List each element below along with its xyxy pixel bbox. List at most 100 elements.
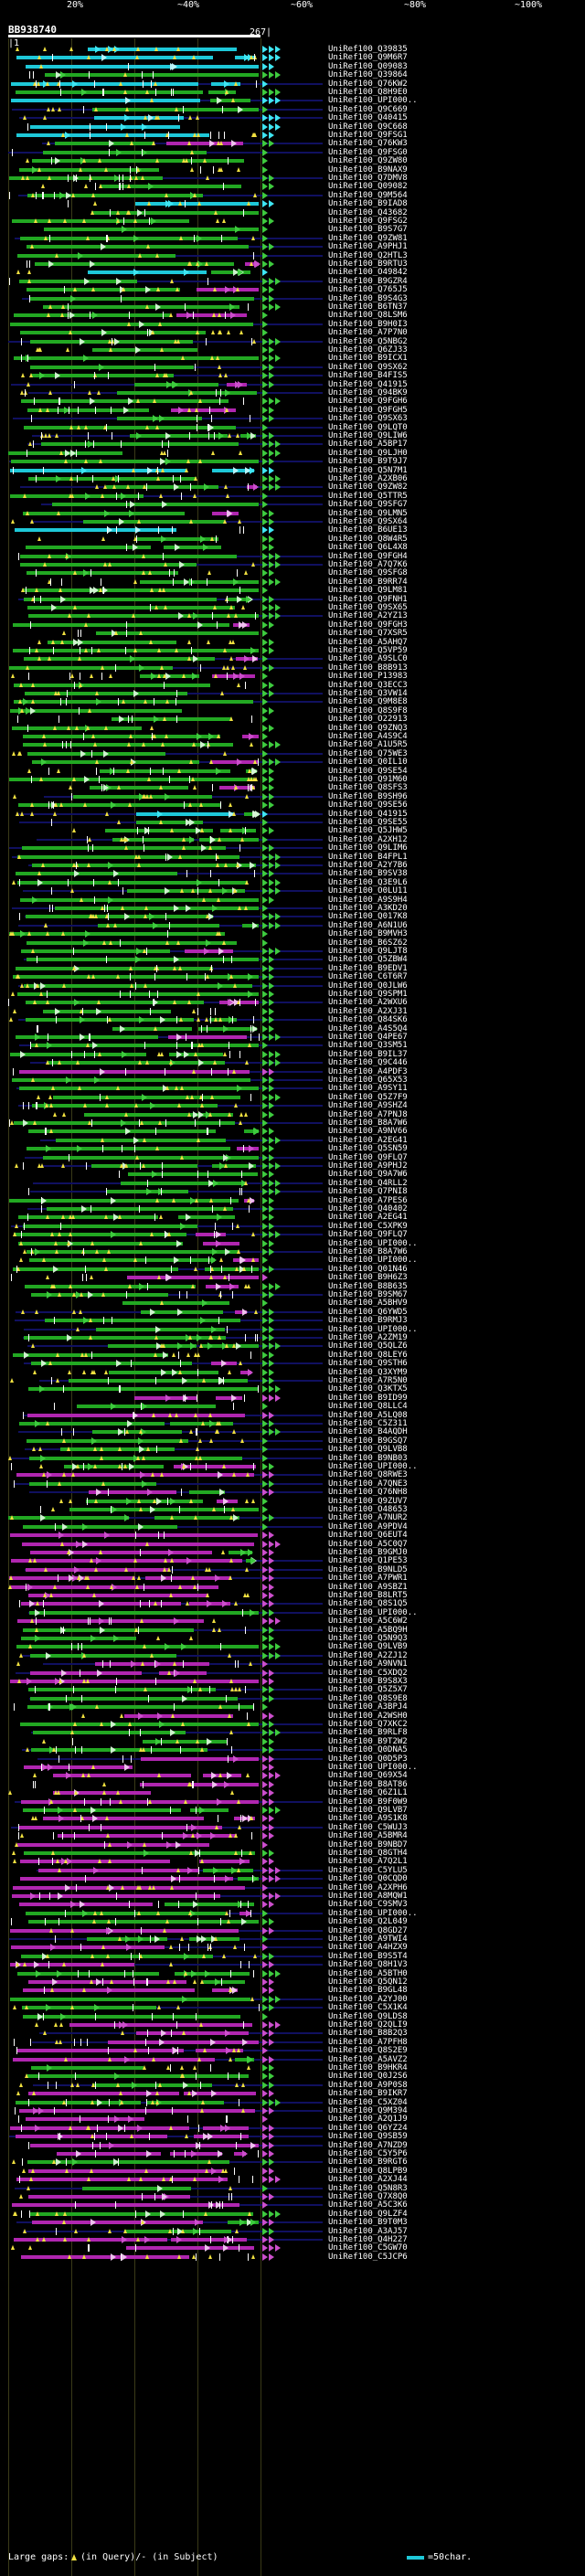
hit-id-label[interactable]: UniRef100_Q9SPM1 bbox=[328, 990, 408, 999]
alignment-row[interactable]: UniRef100_A7PES6 bbox=[0, 1196, 585, 1205]
hsp-segment[interactable] bbox=[139, 579, 259, 584]
hsp-segment[interactable] bbox=[12, 1885, 245, 1890]
alignment-row[interactable]: UniRef100_Q9LJT8 bbox=[0, 947, 585, 956]
hit-id-label[interactable]: UniRef100_UPI000.. bbox=[328, 96, 418, 106]
hit-id-label[interactable]: UniRef100_B9ID99 bbox=[328, 1393, 408, 1403]
alignment-row[interactable]: UniRef100_Q84SK6 bbox=[0, 1015, 585, 1024]
alignment-row[interactable]: UniRef100_Q76NH8 bbox=[0, 1488, 585, 1498]
hsp-segment[interactable] bbox=[42, 1009, 172, 1013]
hit-id-label[interactable]: UniRef100_Q6ZJ33 bbox=[328, 345, 408, 355]
hsp-segment[interactable] bbox=[9, 176, 164, 180]
alignment-row[interactable]: UniRef100_Q8S9F8 bbox=[0, 706, 585, 716]
hsp-segment[interactable] bbox=[178, 1215, 235, 1220]
hsp-segment[interactable] bbox=[202, 1980, 246, 1984]
hit-id-label[interactable]: UniRef100_Q9SX64 bbox=[328, 517, 408, 526]
alignment-row[interactable]: UniRef100_Q5QLZ6 bbox=[0, 1341, 585, 1351]
alignment-row[interactable]: UniRef100_B9SM67 bbox=[0, 1290, 585, 1299]
hit-id-label[interactable]: UniRef100_Q4RLL2 bbox=[328, 1178, 408, 1188]
hsp-segment[interactable] bbox=[10, 81, 199, 86]
hit-id-label[interactable]: UniRef100_B9F0W9 bbox=[328, 1797, 408, 1807]
hsp-segment[interactable] bbox=[16, 2049, 184, 2053]
hit-id-label[interactable]: UniRef100_B9IKR7 bbox=[328, 2089, 408, 2099]
hsp-segment[interactable] bbox=[12, 975, 259, 980]
alignment-row[interactable]: UniRef100_A5C6W2 bbox=[0, 1617, 585, 1626]
alignment-row[interactable]: UniRef100_Q0D5P3 bbox=[0, 1754, 585, 1764]
hsp-segment[interactable] bbox=[199, 837, 259, 842]
alignment-row[interactable]: UniRef100_B9GMJ0 bbox=[0, 1548, 585, 1557]
hsp-segment[interactable] bbox=[26, 2074, 249, 2079]
hit-id-label[interactable]: UniRef100_B9T9J7 bbox=[328, 457, 408, 467]
alignment-row[interactable]: UniRef100_B6SZ62 bbox=[0, 938, 585, 948]
hit-id-label[interactable]: UniRef100_Q3XYM9 bbox=[328, 1367, 408, 1377]
hit-id-label[interactable]: UniRef100_B9NAX9 bbox=[328, 164, 408, 175]
alignment-row[interactable]: UniRef100_Q9C668 bbox=[0, 122, 585, 132]
hit-id-label[interactable]: UniRef100_B8LRT5 bbox=[328, 1591, 408, 1600]
alignment-row[interactable]: UniRef100_P13983 bbox=[0, 672, 585, 682]
alignment-row[interactable]: UniRef100_Q9SE56 bbox=[0, 800, 585, 810]
alignment-row[interactable]: UniRef100_A2XJ31 bbox=[0, 1007, 585, 1016]
alignment-row[interactable]: UniRef100_Q8RWE3 bbox=[0, 1470, 585, 1479]
hsp-segment[interactable] bbox=[23, 425, 237, 429]
hit-id-label[interactable]: UniRef100_A2YZ13 bbox=[328, 611, 408, 621]
hit-id-label[interactable]: UniRef100_Q5JHW5 bbox=[328, 826, 408, 836]
hit-id-label[interactable]: UniRef100_A9P0S8 bbox=[328, 2080, 408, 2090]
hit-id-label[interactable]: UniRef100_A9TWI4 bbox=[328, 1935, 408, 1944]
alignment-row[interactable]: UniRef100_O48653 bbox=[0, 1505, 585, 1514]
hit-id-label[interactable]: UniRef100_P13983 bbox=[328, 672, 408, 682]
hsp-segment[interactable] bbox=[27, 245, 250, 249]
hit-id-label[interactable]: UniRef100_Q9ZW81 bbox=[328, 233, 408, 243]
hit-id-label[interactable]: UniRef100_C5Z311 bbox=[328, 1419, 408, 1428]
hit-id-label[interactable]: UniRef100_Q1PE53 bbox=[328, 1556, 408, 1566]
hit-id-label[interactable]: UniRef100_UPI000.. bbox=[328, 1607, 418, 1617]
alignment-row[interactable]: UniRef100_Q8H9E0 bbox=[0, 88, 585, 97]
hit-id-label[interactable]: UniRef100_B9H0I3 bbox=[328, 319, 408, 329]
hsp-segment[interactable] bbox=[27, 1920, 259, 1924]
hit-id-label[interactable]: UniRef100_A2EG41 bbox=[328, 1135, 408, 1145]
hsp-segment[interactable] bbox=[17, 1241, 184, 1246]
alignment-row[interactable]: UniRef100_Q5VP59 bbox=[0, 646, 585, 655]
hsp-segment[interactable] bbox=[90, 786, 189, 790]
alignment-row[interactable]: UniRef100_A5C3K6 bbox=[0, 2200, 585, 2210]
hit-id-label[interactable]: UniRef100_Q09083 bbox=[328, 61, 408, 71]
alignment-row[interactable]: UniRef100_A2ZM19 bbox=[0, 1333, 585, 1342]
hsp-segment[interactable] bbox=[43, 1817, 205, 1821]
alignment-row[interactable]: UniRef100_Q5SN59 bbox=[0, 1144, 585, 1153]
alignment-row[interactable]: UniRef100_B9ICX1 bbox=[0, 354, 585, 363]
hsp-segment[interactable] bbox=[58, 1834, 237, 1839]
alignment-row[interactable]: UniRef100_Q2L049 bbox=[0, 1917, 585, 1926]
alignment-row[interactable]: UniRef100_A2YZ13 bbox=[0, 611, 585, 621]
alignment-row[interactable]: UniRef100_Q0IL10 bbox=[0, 758, 585, 767]
alignment-row[interactable]: UniRef100_B9RLF8 bbox=[0, 1728, 585, 1737]
hit-id-label[interactable]: UniRef100_Q9M8E8 bbox=[328, 697, 408, 707]
alignment-row[interactable]: UniRef100_B4AQDH bbox=[0, 1427, 585, 1436]
hit-id-label[interactable]: UniRef100_Q9SFG8 bbox=[328, 568, 408, 578]
hit-id-label[interactable]: UniRef100_Q76NH8 bbox=[328, 1488, 408, 1498]
hit-id-label[interactable]: UniRef100_Q9FNH1 bbox=[328, 594, 408, 604]
hit-id-label[interactable]: UniRef100_Q9M564 bbox=[328, 190, 408, 200]
alignment-row[interactable]: UniRef100_Q9SB59 bbox=[0, 2132, 585, 2141]
alignment-row[interactable]: UniRef100_Q3SM51 bbox=[0, 1041, 585, 1050]
alignment-row[interactable]: UniRef100_B9NB03 bbox=[0, 1454, 585, 1463]
hsp-segment[interactable] bbox=[26, 1438, 188, 1443]
hsp-segment[interactable] bbox=[23, 1224, 197, 1228]
hsp-segment[interactable] bbox=[14, 700, 253, 705]
alignment-row[interactable]: UniRef100_Q9M394 bbox=[0, 2106, 585, 2115]
hsp-segment[interactable] bbox=[30, 1670, 143, 1675]
hit-id-label[interactable]: UniRef100_A3BPJ4 bbox=[328, 1702, 408, 1712]
alignment-row[interactable]: UniRef100_Q6YZ24 bbox=[0, 2124, 585, 2133]
hit-id-label[interactable]: UniRef100_Q9SE55 bbox=[328, 818, 408, 827]
hit-id-label[interactable]: UniRef100_Q9A7W6 bbox=[328, 1170, 408, 1180]
hit-id-label[interactable]: UniRef100_Q5Z7F9 bbox=[328, 1092, 408, 1102]
alignment-row[interactable]: UniRef100_Q3E9L6 bbox=[0, 878, 585, 887]
alignment-row[interactable]: UniRef100_A7P7N0 bbox=[0, 328, 585, 337]
hsp-segment[interactable] bbox=[140, 1756, 259, 1761]
hit-id-label[interactable]: UniRef100_UPI000.. bbox=[328, 1763, 418, 1772]
hit-id-label[interactable]: UniRef100_B9IAD8 bbox=[328, 199, 408, 209]
hsp-segment[interactable] bbox=[12, 622, 229, 627]
hsp-segment[interactable] bbox=[24, 983, 252, 988]
alignment-row[interactable]: UniRef100_A2XJ44 bbox=[0, 2175, 585, 2184]
alignment-row[interactable]: UniRef100_C5GW70 bbox=[0, 2243, 585, 2253]
hsp-segment[interactable] bbox=[38, 1868, 199, 1872]
hsp-segment[interactable] bbox=[203, 1774, 242, 1778]
hsp-segment[interactable] bbox=[165, 142, 244, 146]
